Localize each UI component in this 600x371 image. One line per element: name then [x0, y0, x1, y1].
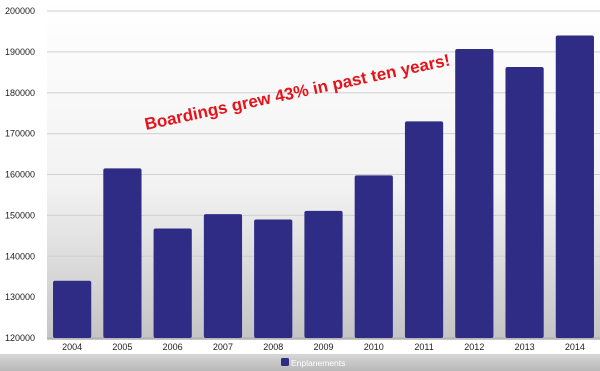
bar [153, 228, 192, 338]
bar [53, 280, 92, 338]
legend-label: Enplanements [291, 358, 345, 368]
y-tick-label: 180000 [5, 88, 35, 98]
y-tick-label: 150000 [5, 210, 35, 220]
legend-band [0, 354, 600, 371]
x-tick-label: 2011 [414, 342, 433, 352]
x-tick-label: 2009 [313, 342, 333, 352]
bar [404, 121, 444, 338]
bar [354, 175, 393, 338]
x-tick-label: 2008 [263, 342, 283, 352]
x-tick-label: 2010 [364, 342, 384, 352]
bar [103, 168, 142, 338]
x-tick-label: 2012 [464, 342, 484, 352]
x-tick-label: 2006 [163, 342, 183, 352]
bar [455, 49, 494, 338]
y-tick-label: 140000 [5, 251, 35, 261]
bar [555, 35, 594, 339]
bar [254, 219, 293, 338]
y-tick-label: 190000 [5, 47, 35, 57]
y-tick-label: 170000 [5, 129, 35, 139]
y-axis-ticks: 120000 130000 140000 150000 160000 170000 1800… [5, 6, 35, 343]
x-tick-label: 2004 [62, 342, 82, 352]
bar [505, 67, 544, 338]
legend: Enplanements [281, 358, 345, 368]
x-axis-ticks: 2004 2005 2006 2007 2008 2009 2010 2011 2012 2013… [62, 342, 585, 352]
y-tick-label: 200000 [5, 6, 35, 16]
y-tick-label: 160000 [5, 170, 35, 180]
x-tick-label: 2014 [565, 342, 585, 352]
bars [53, 35, 594, 339]
y-tick-label: 130000 [5, 292, 35, 302]
bar [304, 210, 343, 338]
y-tick-label: 120000 [5, 333, 35, 343]
legend-swatch [281, 358, 289, 366]
bar [203, 214, 243, 338]
x-tick-label: 2007 [213, 342, 233, 352]
x-tick-label: 2005 [112, 342, 132, 352]
x-tick-label: 2013 [515, 342, 535, 352]
